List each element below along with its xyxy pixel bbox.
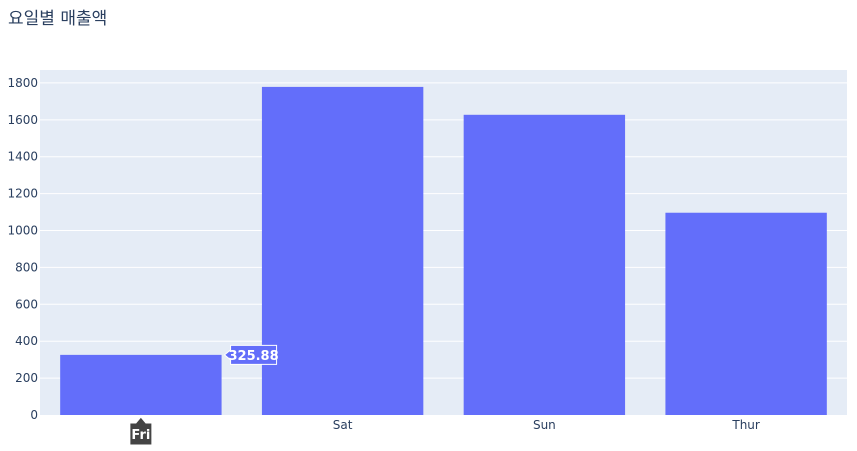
x-tick-label: Sun bbox=[533, 418, 556, 432]
bar-sun[interactable] bbox=[463, 114, 626, 415]
bar-fri[interactable] bbox=[60, 354, 222, 415]
y-tick-label: 1200 bbox=[7, 187, 38, 201]
y-tick-label: 0 bbox=[30, 408, 38, 422]
y-tick-label: 1400 bbox=[7, 150, 38, 164]
y-tick-label: 1600 bbox=[7, 113, 38, 127]
chart-title: 요일별 매출액 bbox=[8, 9, 108, 29]
x-tick-label: Thur bbox=[731, 418, 760, 432]
hover-value-text: 325.88 bbox=[228, 349, 278, 364]
hover-category-text: Fri bbox=[131, 428, 150, 443]
x-axis: Sat Sun Thur bbox=[333, 418, 760, 432]
hover-category-label: Fri bbox=[129, 416, 153, 446]
hover-category-box bbox=[129, 416, 153, 446]
bar-thur[interactable] bbox=[665, 212, 827, 415]
bar-sat[interactable] bbox=[261, 86, 424, 415]
y-tick-label: 1000 bbox=[7, 224, 38, 238]
x-tick-label: Sat bbox=[333, 418, 353, 432]
hover-value-box bbox=[223, 344, 278, 365]
y-tick-label: 400 bbox=[15, 334, 38, 348]
y-tick-label: 1800 bbox=[7, 76, 38, 90]
bars[interactable] bbox=[60, 86, 827, 415]
y-tick-label: 800 bbox=[15, 260, 38, 274]
y-tick-label: 600 bbox=[15, 297, 38, 311]
y-axis: 0 200 400 600 800 1000 1200 1400 1600 1800 bbox=[7, 76, 38, 422]
hover-layer: Fri 325.88 bbox=[129, 344, 279, 446]
hover-value-label: 325.88 bbox=[223, 344, 279, 365]
y-tick-label: 200 bbox=[15, 371, 38, 385]
